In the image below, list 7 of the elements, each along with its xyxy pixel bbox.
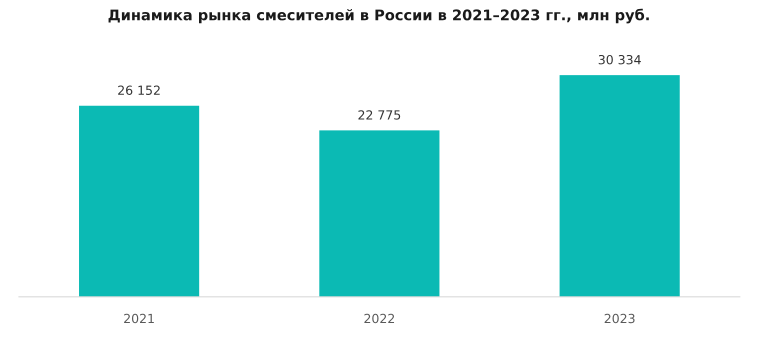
x-tick-label: 2022 <box>364 314 394 324</box>
x-tick-label: 2023 <box>604 314 635 324</box>
x-tick-label: 2021 <box>124 314 154 324</box>
data-label: 30 334 <box>598 54 641 64</box>
chart-title: Динамика рынка смесителей в России в 2021–2023 гг., млн руб. <box>108 8 649 24</box>
data-label: 26 152 <box>118 86 160 95</box>
data-label: 22 775 <box>358 110 400 120</box>
